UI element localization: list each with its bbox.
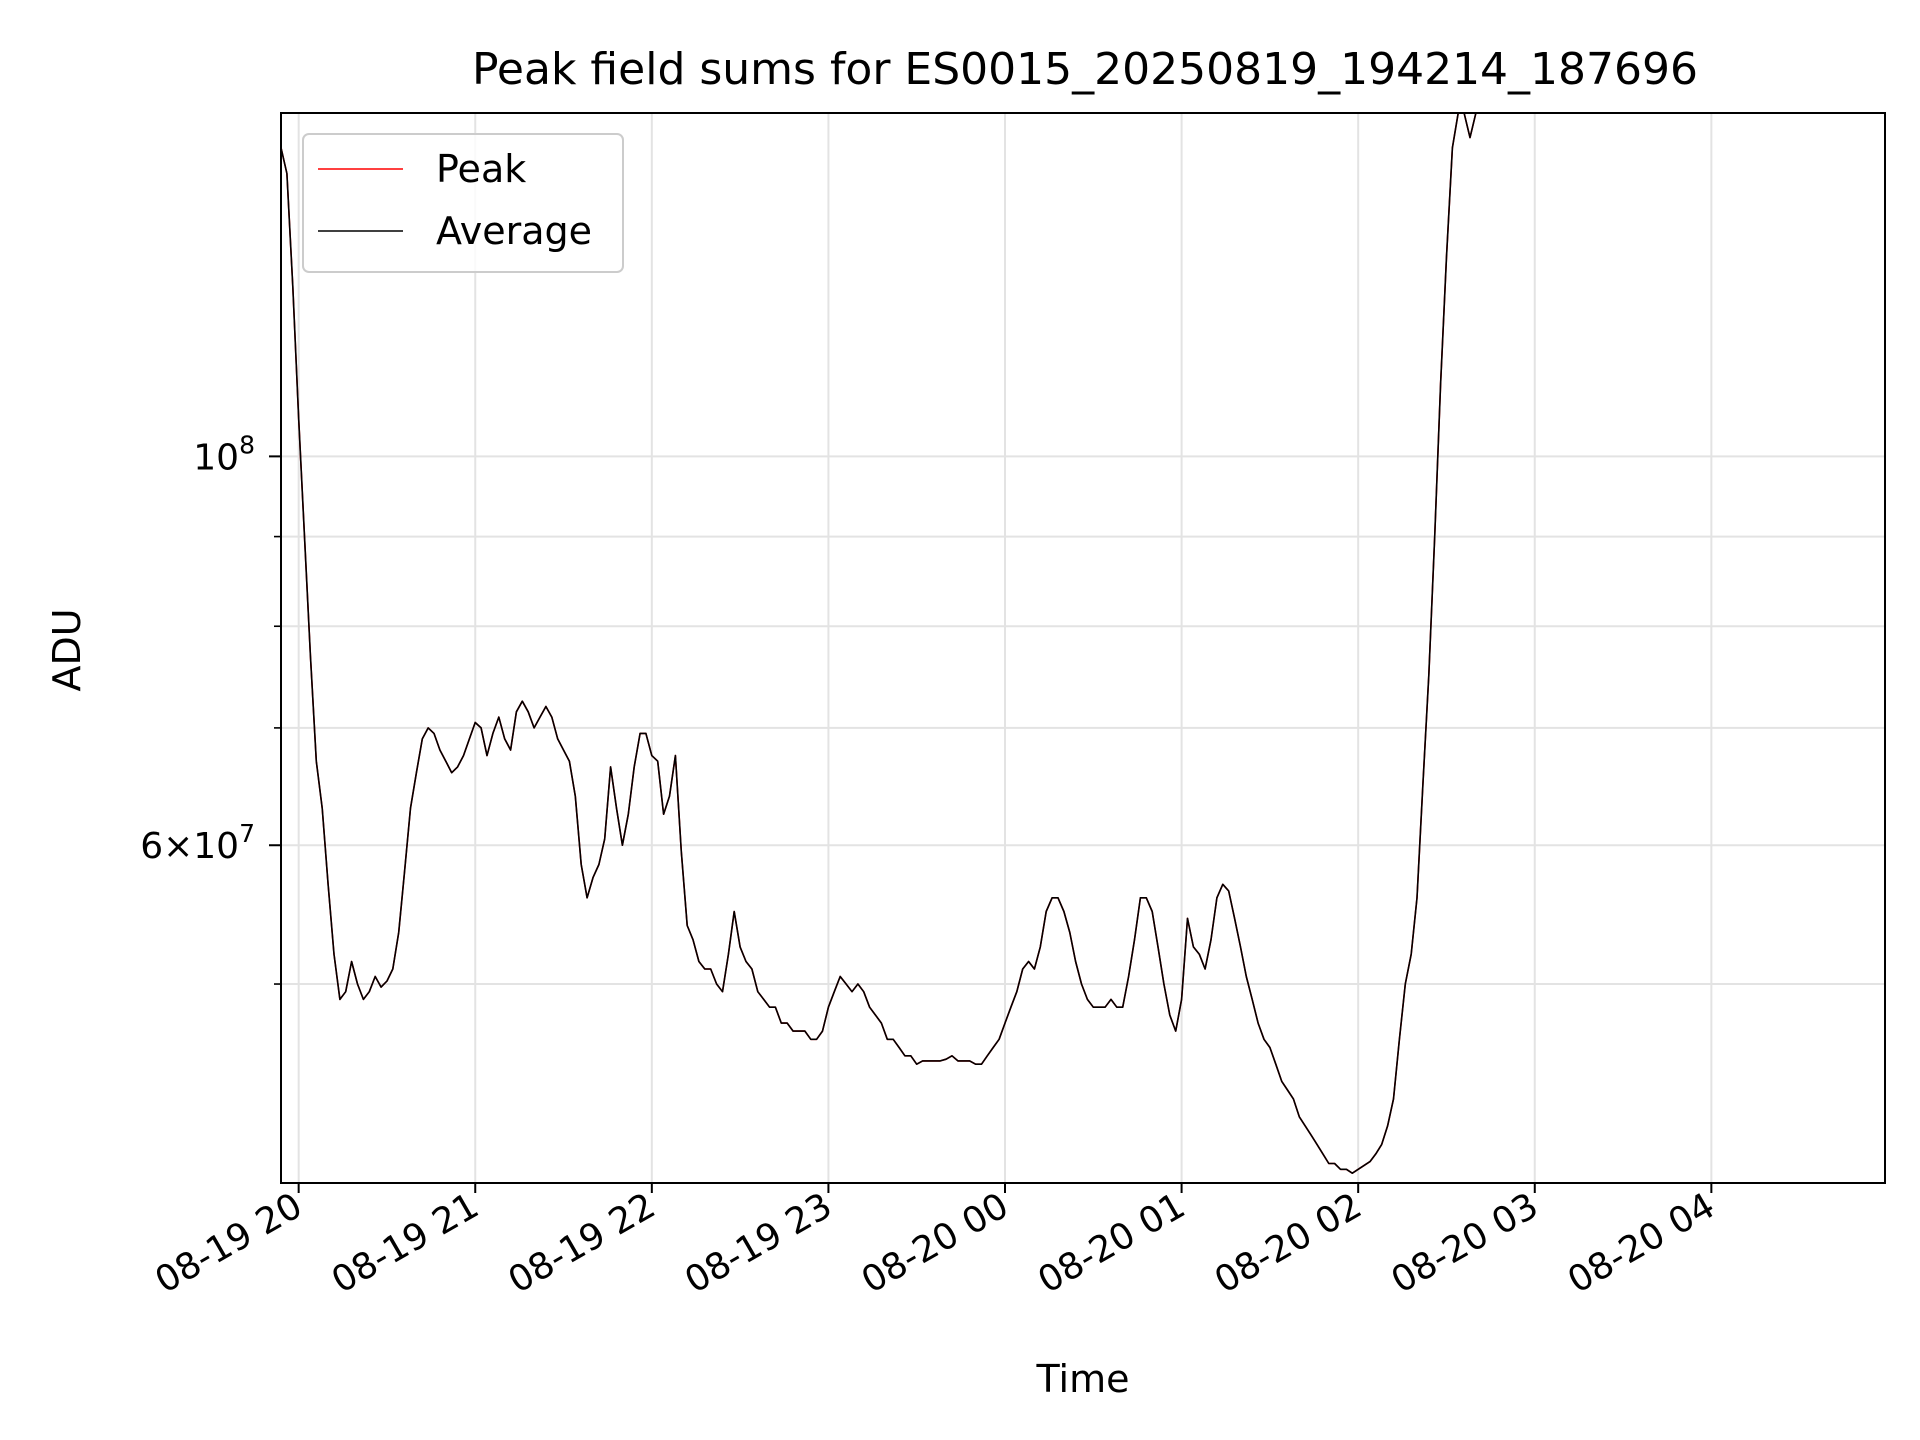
y-tick-label: 6×107 bbox=[140, 819, 255, 867]
legend-label-average: Average bbox=[436, 209, 592, 253]
x-axis-label: Time bbox=[1036, 1357, 1130, 1401]
y-tick-label: 108 bbox=[193, 430, 255, 478]
legend-label-peak: Peak bbox=[436, 147, 526, 191]
chart-title: Peak field sums for ES0015_20250819_1942… bbox=[472, 44, 1698, 95]
grid bbox=[281, 113, 1885, 1183]
series-line-average bbox=[281, 113, 1477, 1174]
series-layer bbox=[281, 113, 1477, 1174]
y-axis-label: ADU bbox=[45, 608, 89, 691]
y-axis-ticks: 6×107 108 bbox=[140, 430, 281, 985]
plot-area-frame bbox=[280, 112, 1886, 1184]
legend: Peak Average bbox=[302, 133, 624, 273]
